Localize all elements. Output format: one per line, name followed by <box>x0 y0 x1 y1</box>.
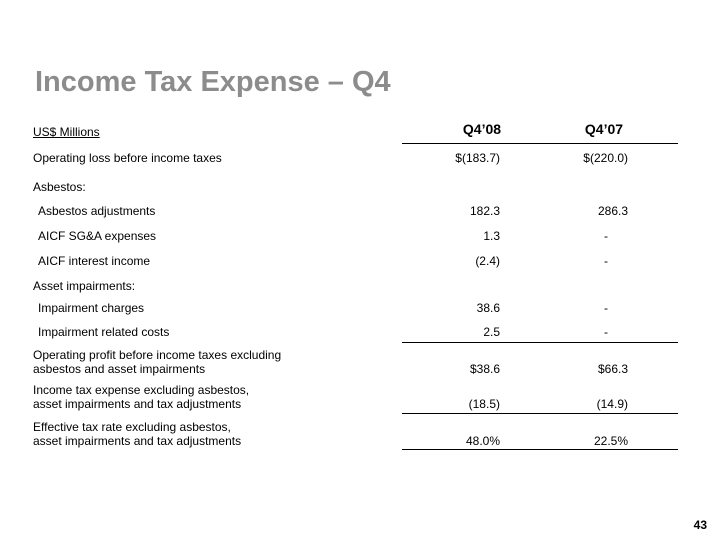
row-label: Impairment charges <box>38 301 145 315</box>
row-label: Asset impairments: <box>33 279 136 293</box>
column-header: US$ Millions <box>33 125 100 139</box>
cell-value: - <box>604 301 608 315</box>
cell-value: - <box>604 254 608 268</box>
row-label: Asbestos: <box>33 180 86 194</box>
row-label: Impairment related costs <box>38 325 170 339</box>
cell-value: - <box>604 325 608 339</box>
page-number: 43 <box>693 518 707 532</box>
slide-title: Income Tax Expense – Q4 <box>35 66 391 98</box>
cell-value: (18.5) <box>468 397 500 411</box>
rule <box>402 342 678 343</box>
rule <box>402 143 678 144</box>
cell-value: $(220.0) <box>583 151 628 165</box>
cell-value: (14.9) <box>596 397 628 411</box>
cell-value: $66.3 <box>597 362 628 376</box>
cell-value: 38.6 <box>476 301 500 315</box>
row-label: Asbestos adjustments <box>38 204 156 218</box>
rule <box>402 449 678 450</box>
row-label: AICF interest income <box>38 254 151 268</box>
row-label: Operating profit before income taxes exc… <box>33 348 282 376</box>
cell-value: 48.0% <box>465 434 500 448</box>
cell-value: - <box>604 229 608 243</box>
row-label: Operating loss before income taxes <box>33 151 222 165</box>
row-label: Income tax expense excluding asbestos, a… <box>33 383 250 411</box>
cell-value: 182.3 <box>469 204 500 218</box>
cell-value: $38.6 <box>469 362 500 376</box>
rule <box>402 413 678 414</box>
cell-value: $(183.7) <box>455 151 500 165</box>
column-header: Q4’08 <box>462 121 502 137</box>
cell-value: 2.5 <box>483 325 500 339</box>
cell-value: 286.3 <box>597 204 628 218</box>
cell-value: (2.4) <box>475 254 500 268</box>
row-label: AICF SG&A expenses <box>38 229 157 243</box>
cell-value: 1.3 <box>483 229 500 243</box>
column-header: Q4’07 <box>584 121 624 137</box>
row-label: Effective tax rate excluding asbestos, a… <box>33 420 242 448</box>
cell-value: 22.5% <box>593 434 628 448</box>
